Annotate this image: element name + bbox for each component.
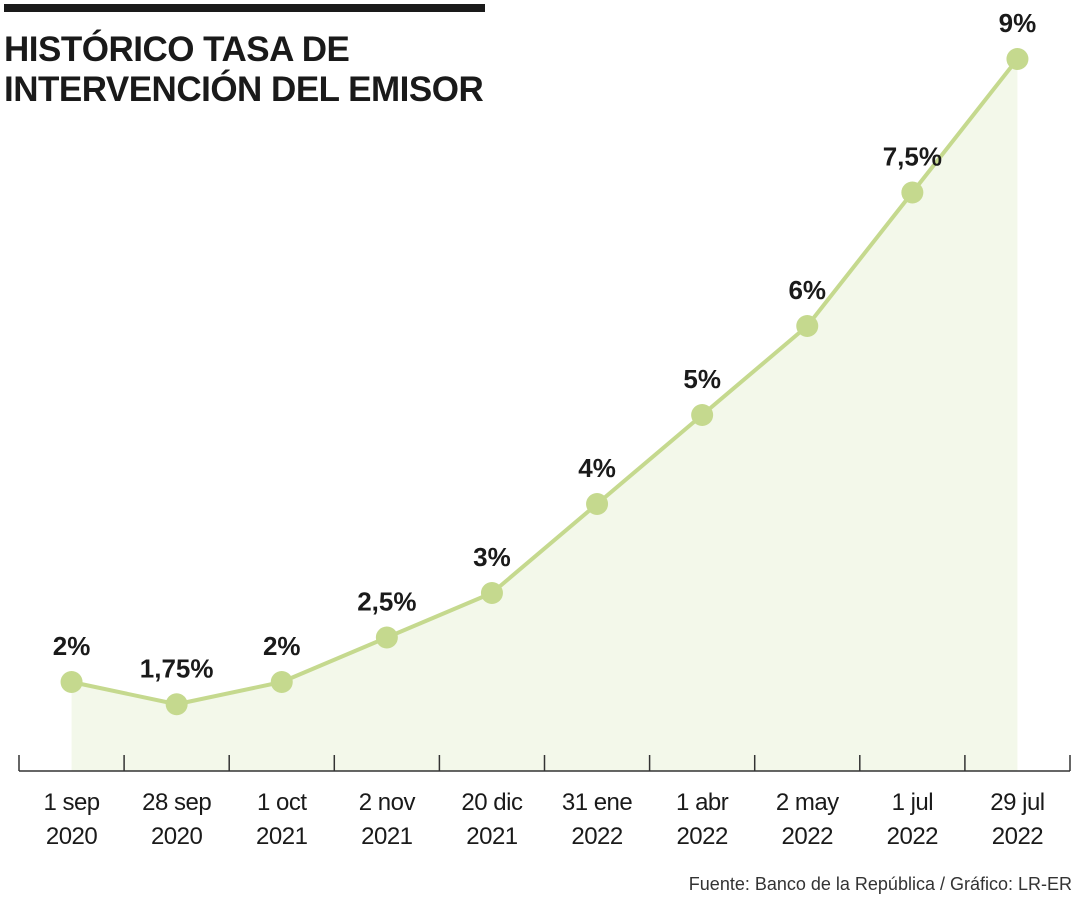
x-tick-label-5-year: 2021 bbox=[466, 823, 518, 850]
x-tick-label-8-year: 2022 bbox=[782, 823, 834, 850]
data-label-4: 2,5% bbox=[357, 587, 416, 617]
x-tick-label-7-year: 2022 bbox=[676, 823, 728, 850]
data-point-2 bbox=[165, 693, 188, 716]
data-label-3: 2% bbox=[263, 631, 301, 661]
x-tick-label-6-year: 2022 bbox=[571, 823, 623, 850]
data-point-1 bbox=[60, 671, 83, 693]
data-point-7 bbox=[691, 404, 714, 426]
data-label-1: 2% bbox=[53, 631, 91, 661]
x-tick-label-3-year: 2021 bbox=[256, 823, 308, 850]
top-rule bbox=[4, 4, 485, 12]
x-tick-label-9-date: 1 jul bbox=[892, 789, 934, 816]
data-label-9: 7,5% bbox=[883, 142, 942, 172]
x-tick-label-7-date: 1 abr bbox=[676, 789, 729, 816]
chart-title-line-1: HISTÓRICO TASA DE bbox=[4, 30, 350, 69]
data-point-10 bbox=[1006, 48, 1029, 70]
data-point-3 bbox=[270, 671, 293, 693]
x-tick-label-5-date: 20 dic bbox=[461, 789, 523, 816]
x-tick-label-1-date: 1 sep bbox=[43, 789, 99, 816]
x-tick-label-8-date: 2 may bbox=[776, 789, 839, 816]
x-tick-label-10-year: 2022 bbox=[992, 823, 1044, 850]
data-label-2: 1,75% bbox=[140, 653, 214, 683]
x-tick-label-4-year: 2021 bbox=[361, 823, 413, 850]
x-tick-label-2-date: 28 sep bbox=[142, 789, 211, 816]
data-point-9 bbox=[901, 181, 924, 204]
data-label-7: 5% bbox=[683, 364, 721, 394]
series-line bbox=[69, 57, 1020, 707]
x-tick-label-6-date: 31 ene bbox=[562, 789, 633, 816]
line-layer bbox=[69, 57, 1020, 707]
x-axis bbox=[18, 755, 1071, 772]
source-note: Fuente: Banco de la República / Gráfico:… bbox=[688, 874, 1072, 894]
data-label-10: 9% bbox=[999, 8, 1037, 38]
tick-label-layer: 1 sep 2020 28 sep 2020 1 oct 2021 2 nov 2021 20 … bbox=[43, 789, 1045, 850]
data-label-6: 4% bbox=[578, 453, 616, 483]
area-fill bbox=[71, 59, 1018, 771]
data-label-layer: 2% 1,75% 2% 2,5% 3% 4% 5% 6% 7,5% 9% bbox=[53, 8, 1036, 683]
chart-title-line-2: INTERVENCIÓN DEL EMISOR bbox=[4, 70, 484, 109]
data-point-6 bbox=[586, 493, 609, 515]
chart-title: HISTÓRICO TASA DE INTERVENCIÓN DEL EMISO… bbox=[4, 30, 524, 110]
x-tick-label-3-date: 1 oct bbox=[257, 789, 307, 816]
data-point-4 bbox=[375, 626, 398, 649]
data-point-5 bbox=[480, 582, 503, 604]
x-tick-label-9-year: 2022 bbox=[887, 823, 939, 850]
x-tick-label-2-year: 2020 bbox=[151, 823, 203, 850]
area-layer bbox=[71, 59, 1018, 771]
marker-layer bbox=[60, 48, 1029, 716]
x-tick-label-10-date: 29 jul bbox=[990, 789, 1044, 816]
x-tick-label-4-date: 2 nov bbox=[359, 789, 416, 816]
data-label-5: 3% bbox=[473, 542, 511, 572]
x-tick-label-1-year: 2020 bbox=[46, 823, 98, 850]
data-point-8 bbox=[796, 315, 819, 337]
data-label-8: 6% bbox=[788, 275, 826, 305]
